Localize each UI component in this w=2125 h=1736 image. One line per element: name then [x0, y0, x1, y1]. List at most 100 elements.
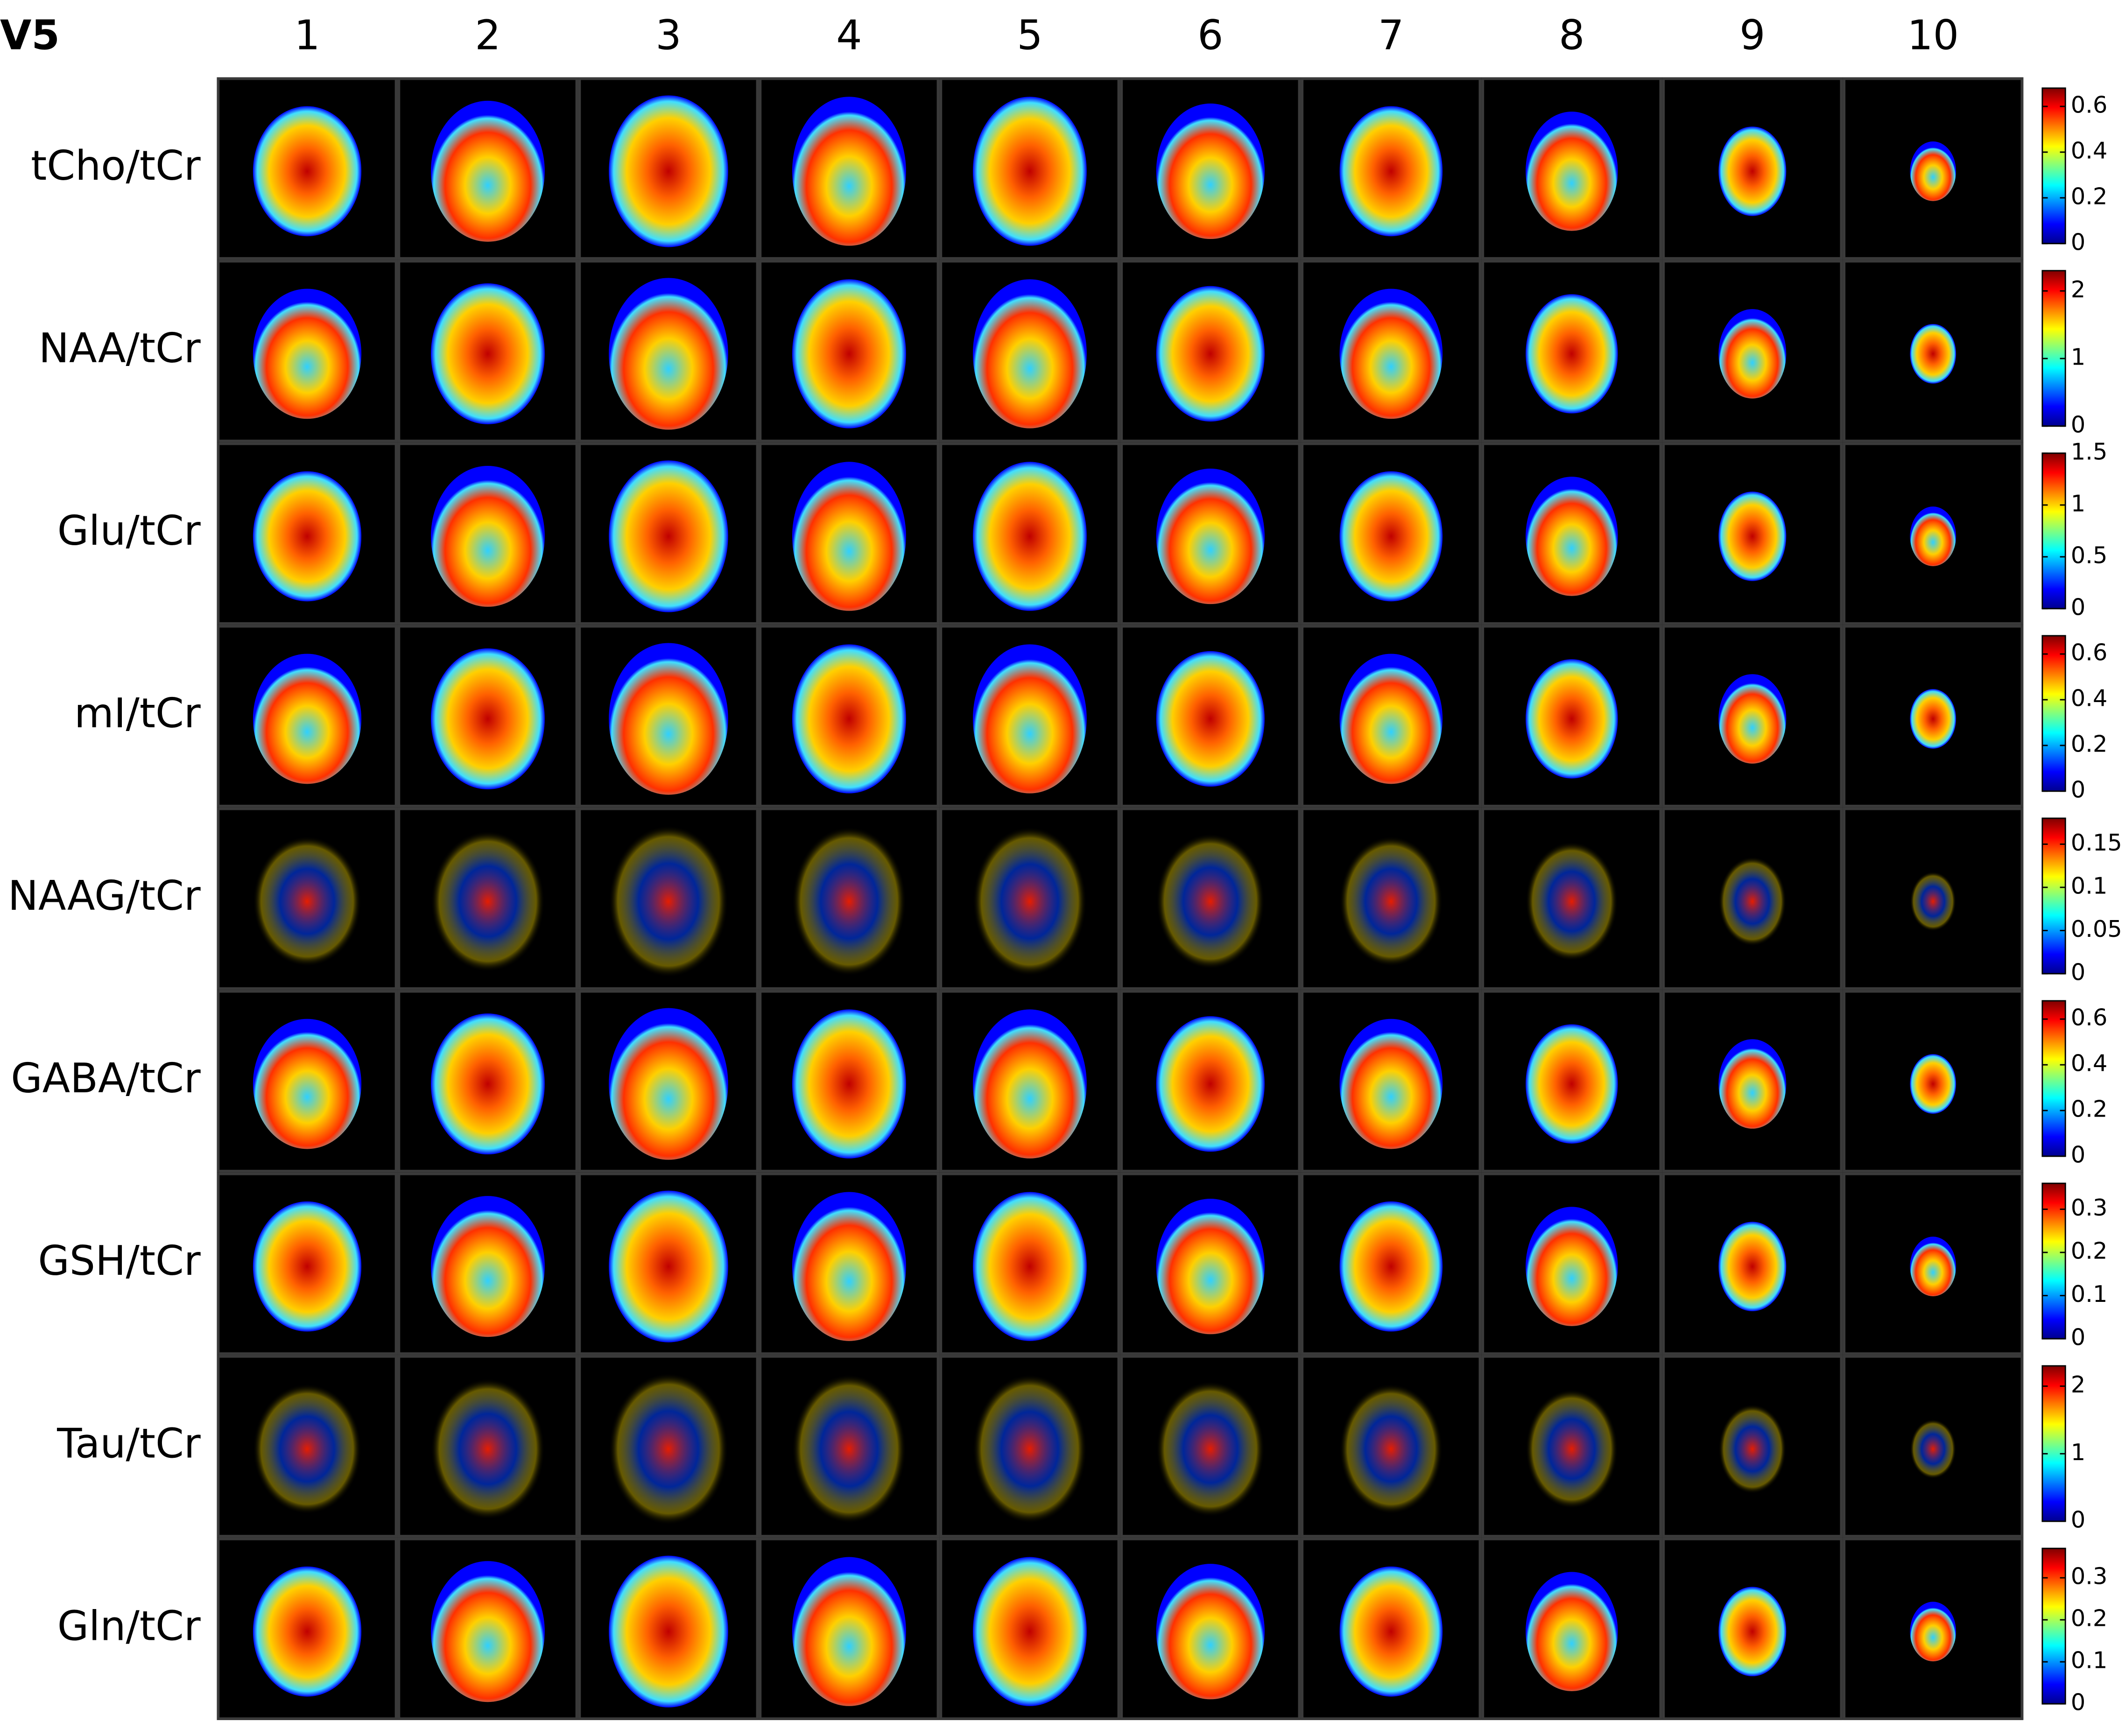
- column-label: 2: [475, 11, 500, 59]
- brain-map: [1526, 477, 1618, 596]
- column-label: 10: [1907, 11, 1959, 59]
- column-label: 4: [836, 11, 862, 59]
- brain-map: [1526, 659, 1618, 779]
- colorbar-tick-label: 0: [2071, 1689, 2085, 1716]
- colorbar-tick-label: 1.5: [2071, 438, 2107, 465]
- colorbar: [2041, 817, 2066, 975]
- brain-map: [1526, 294, 1618, 414]
- column-label: 7: [1378, 11, 1404, 59]
- colorbar-tick-label: 0: [2071, 1324, 2085, 1351]
- colorbar-tick-label: 0: [2071, 228, 2085, 255]
- row-label: Tau/tCr: [56, 1420, 201, 1467]
- colorbar-tick-label: 0.2: [2071, 1096, 2107, 1123]
- colorbar-tick-label: 0.1: [2071, 872, 2107, 899]
- brain-map: [609, 1555, 728, 1708]
- brain-map: [431, 831, 545, 972]
- colorbar-tick-label: 0: [2071, 411, 2085, 438]
- colorbar-tick-label: 0: [2071, 1141, 2085, 1168]
- colorbar-tick-label: 0.15: [2071, 829, 2122, 856]
- brain-map: [972, 279, 1087, 429]
- brain-map: [1718, 309, 1787, 399]
- brain-map: [792, 462, 906, 611]
- brain-map: [1526, 1389, 1618, 1509]
- brain-map: [1339, 288, 1443, 419]
- brain-map: [609, 825, 728, 977]
- brain-map: [792, 1192, 906, 1341]
- colorbar-tick-label: 0: [2071, 776, 2085, 803]
- row-label: NAA/tCr: [39, 324, 201, 372]
- brain-map: [1910, 141, 1956, 201]
- colorbar-tick-label: 0.2: [2071, 183, 2107, 210]
- row-label: mI/tCr: [74, 689, 201, 737]
- colorbar-tick-label: 0: [2071, 958, 2085, 985]
- column-label: 6: [1197, 11, 1223, 59]
- brain-map: [1156, 468, 1265, 604]
- colorbar-tick-label: 0.4: [2071, 685, 2107, 712]
- colorbar: [2041, 452, 2066, 610]
- brain-map: [1526, 842, 1618, 961]
- brain-map: [792, 97, 906, 246]
- row-label: GABA/tCr: [11, 1054, 201, 1102]
- brain-map: [253, 1566, 362, 1697]
- brain-map: [1718, 1587, 1787, 1677]
- colorbar-tick-label: 0.6: [2071, 639, 2107, 666]
- brain-map: [972, 1374, 1087, 1524]
- brain-map: [792, 827, 906, 976]
- brain-map: [1718, 1404, 1787, 1494]
- brain-map: [1910, 1419, 1956, 1479]
- row-label: GSH/tCr: [38, 1237, 201, 1285]
- brain-map: [792, 1557, 906, 1706]
- column-label: 3: [655, 11, 681, 59]
- brain-map: [972, 462, 1087, 611]
- brain-map: [431, 466, 545, 607]
- column-label: 1: [294, 11, 320, 59]
- brain-map: [1339, 1201, 1443, 1332]
- brain-map: [792, 1374, 906, 1524]
- brain-map: [1526, 1024, 1618, 1144]
- brain-map: [431, 1196, 545, 1337]
- brain-map: [1156, 833, 1265, 970]
- brain-map: [792, 644, 906, 794]
- brain-map: [1339, 1019, 1443, 1149]
- colorbar: [2041, 87, 2066, 245]
- brain-map: [1718, 1039, 1787, 1129]
- colorbar-tick-label: 0.2: [2071, 1605, 2107, 1632]
- colorbar: [2041, 635, 2066, 792]
- row-label: NAAG/tCr: [8, 872, 201, 920]
- brain-map: [609, 1008, 728, 1160]
- brain-map: [609, 1190, 728, 1342]
- brain-map: [1718, 1222, 1787, 1311]
- brain-map: [609, 460, 728, 612]
- colorbar-tick-label: 2: [2071, 1371, 2085, 1398]
- brain-map: [253, 1201, 362, 1332]
- brain-map: [431, 283, 545, 424]
- brain-map: [609, 278, 728, 430]
- row-label: Gln/tCr: [57, 1602, 201, 1650]
- brain-map: [253, 654, 362, 784]
- colorbar: [2041, 270, 2066, 427]
- brain-map: [972, 1009, 1087, 1159]
- brain-map: [972, 1192, 1087, 1341]
- brain-map: [1156, 286, 1265, 422]
- column-label: 9: [1739, 11, 1765, 59]
- brain-map: [1910, 872, 1956, 931]
- brain-map: [972, 1557, 1087, 1706]
- brain-map: [1910, 689, 1956, 749]
- brain-map: [1526, 1572, 1618, 1691]
- brain-map: [1718, 492, 1787, 581]
- colorbar-tick-label: 0.5: [2071, 541, 2107, 569]
- brain-map: [431, 100, 545, 242]
- brain-map: [1156, 651, 1265, 787]
- brain-map: [431, 1561, 545, 1702]
- brain-map: [1910, 324, 1956, 384]
- brain-map: [1156, 1564, 1265, 1700]
- brain-map: [1718, 127, 1787, 216]
- brain-map: [972, 644, 1087, 794]
- brain-map: [253, 1384, 362, 1514]
- colorbar: [2041, 1365, 2066, 1522]
- brain-map: [972, 97, 1087, 246]
- colorbar-tick-label: 2: [2071, 276, 2085, 303]
- brain-map: [1910, 1237, 1956, 1297]
- brain-map: [253, 106, 362, 237]
